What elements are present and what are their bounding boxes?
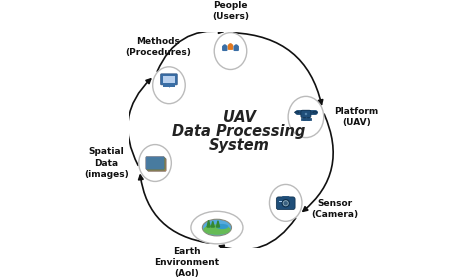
FancyArrowPatch shape	[233, 33, 323, 104]
Polygon shape	[207, 220, 210, 227]
Bar	[279, 201, 282, 203]
Circle shape	[234, 44, 238, 48]
FancyBboxPatch shape	[146, 157, 165, 170]
FancyArrowPatch shape	[128, 79, 151, 165]
Text: Spatial
Data
(images): Spatial Data (images)	[84, 147, 129, 179]
Text: Data Processing: Data Processing	[173, 124, 306, 139]
Bar	[164, 84, 174, 86]
Ellipse shape	[191, 211, 243, 244]
Circle shape	[282, 199, 289, 207]
Ellipse shape	[288, 96, 324, 138]
Text: System: System	[209, 138, 270, 153]
Ellipse shape	[294, 112, 299, 113]
Ellipse shape	[139, 145, 171, 181]
Bar	[163, 76, 175, 83]
FancyArrowPatch shape	[157, 29, 223, 71]
Polygon shape	[217, 221, 219, 227]
FancyBboxPatch shape	[276, 197, 295, 210]
Circle shape	[283, 201, 288, 205]
Ellipse shape	[202, 219, 231, 236]
Ellipse shape	[153, 67, 185, 104]
Ellipse shape	[216, 224, 228, 229]
Circle shape	[223, 44, 227, 48]
FancyBboxPatch shape	[161, 74, 177, 85]
FancyBboxPatch shape	[301, 110, 311, 118]
FancyBboxPatch shape	[147, 158, 166, 171]
FancyBboxPatch shape	[282, 196, 290, 200]
Circle shape	[228, 43, 232, 47]
Polygon shape	[211, 221, 214, 227]
FancyBboxPatch shape	[222, 45, 228, 51]
FancyArrowPatch shape	[219, 218, 296, 250]
FancyArrowPatch shape	[303, 114, 333, 211]
Ellipse shape	[214, 33, 247, 69]
Text: Earth
Environment
(AoI): Earth Environment (AoI)	[154, 247, 219, 278]
Ellipse shape	[203, 224, 230, 235]
Ellipse shape	[313, 112, 317, 113]
FancyArrowPatch shape	[138, 175, 210, 243]
Circle shape	[304, 112, 308, 116]
Text: UAV: UAV	[223, 110, 255, 125]
FancyBboxPatch shape	[228, 44, 233, 50]
Text: People
(Users): People (Users)	[212, 1, 249, 21]
FancyBboxPatch shape	[146, 157, 164, 170]
FancyBboxPatch shape	[233, 45, 239, 51]
Text: Sensor
(Camera): Sensor (Camera)	[312, 199, 359, 219]
Ellipse shape	[269, 184, 302, 221]
Text: Platform
(UAV): Platform (UAV)	[334, 107, 378, 127]
Text: Methods
(Procedures): Methods (Procedures)	[125, 37, 191, 57]
